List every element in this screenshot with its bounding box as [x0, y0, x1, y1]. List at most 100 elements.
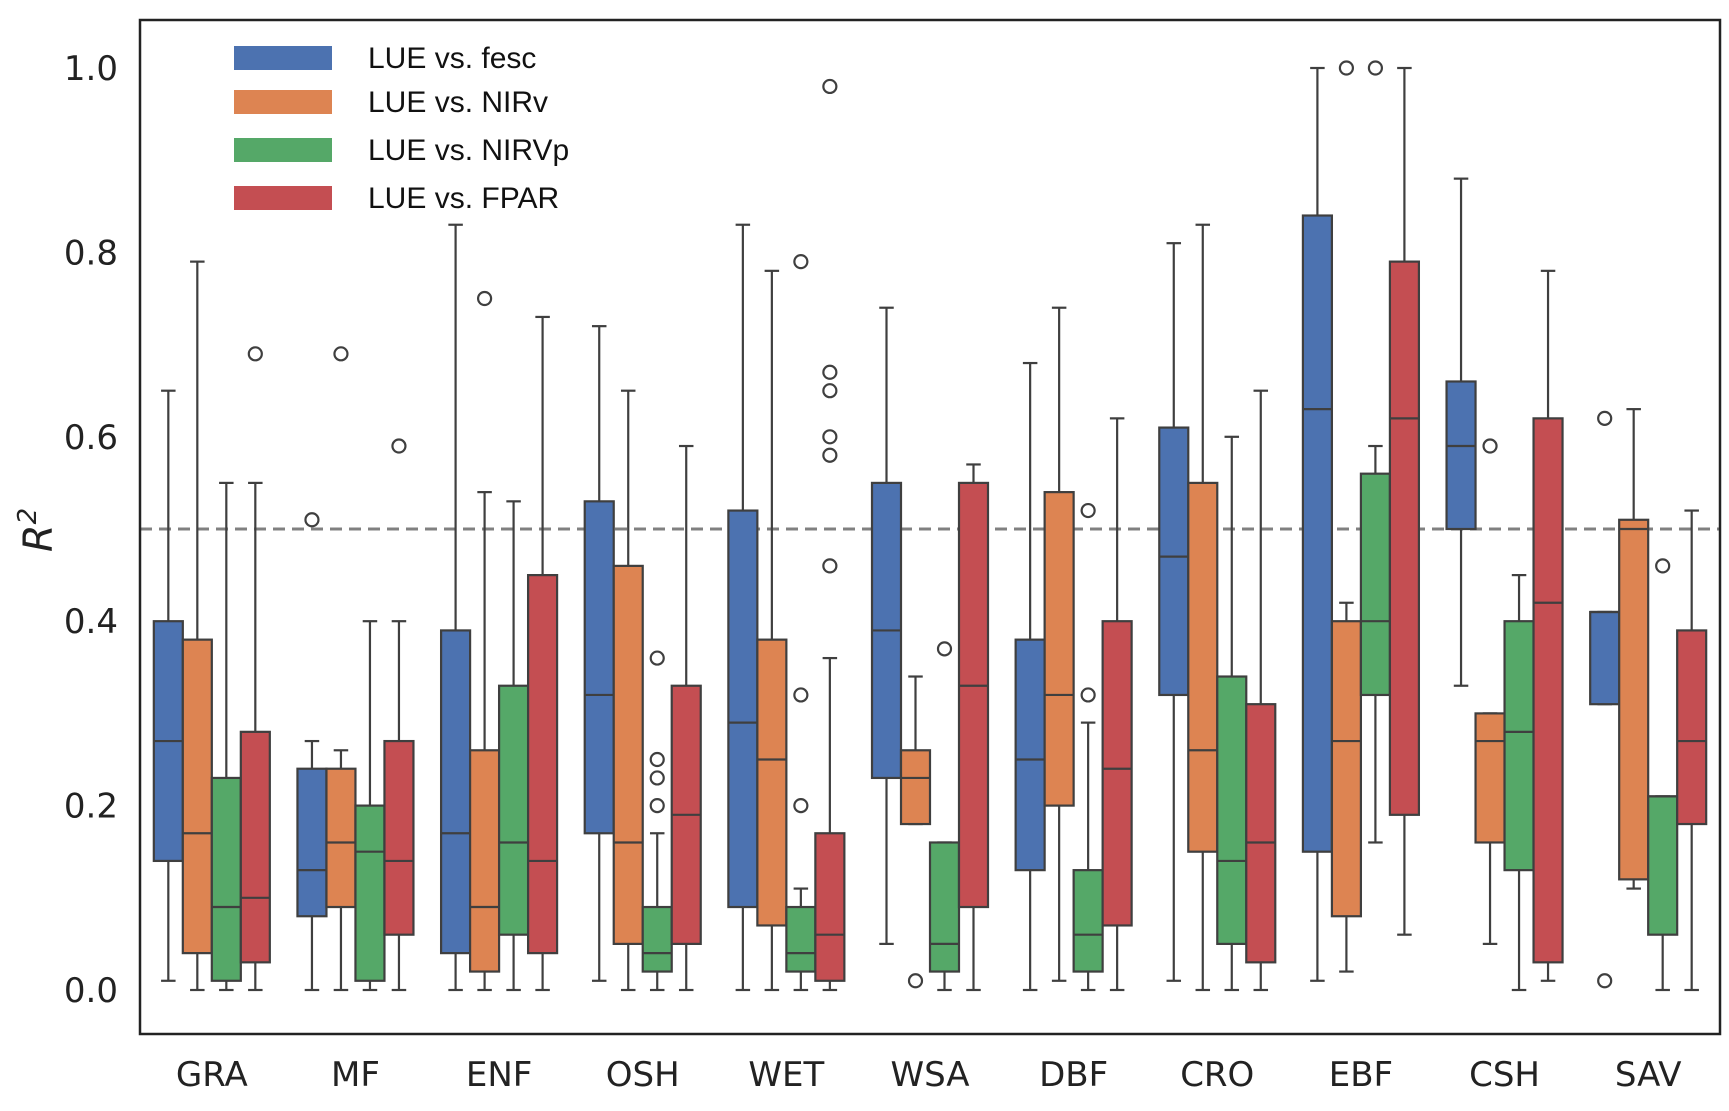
legend-label-1: LUE vs. fesc	[368, 42, 536, 75]
box-ebf-series-3	[1359, 60, 1392, 844]
legend-label-4: LUE vs. FPAR	[368, 182, 559, 215]
box-mf-series-2	[325, 346, 357, 992]
box-gra-series-4	[239, 346, 271, 992]
box-osh-series-3	[641, 650, 673, 992]
box-ebf-series-4	[1388, 66, 1421, 936]
box-sav-series-3	[1647, 558, 1679, 992]
legend-label-2: LUE vs. NIRv	[368, 86, 548, 119]
box-body	[727, 509, 759, 909]
box-wet-series-1	[727, 223, 759, 992]
box-body	[1301, 214, 1334, 853]
box-body	[583, 500, 615, 835]
box-body	[1101, 620, 1133, 927]
box-mf-series-4	[383, 438, 415, 992]
y-axis-title: R2	[13, 508, 62, 552]
box-body	[354, 804, 386, 982]
legend-label-3: LUE vs. NIRVp	[368, 134, 569, 167]
outlier-point	[247, 346, 263, 362]
box-cro-series-4	[1245, 389, 1277, 992]
box-dbf-series-2	[1043, 306, 1075, 982]
outlier-point	[822, 78, 838, 95]
box-body	[383, 739, 415, 936]
box-sav-series-1	[1589, 410, 1621, 989]
box-wet-series-4	[814, 78, 846, 992]
box-csh-series-1	[1445, 177, 1477, 687]
outlier-point	[936, 641, 953, 657]
outlier-point	[649, 797, 665, 814]
outlier-point	[391, 438, 407, 454]
box-body	[296, 767, 328, 918]
box-csh-series-4	[1532, 269, 1564, 982]
box-body	[181, 638, 213, 955]
box-body	[1503, 620, 1535, 872]
x-tick-label-csh: CSH	[1469, 1055, 1540, 1095]
box-body	[1676, 629, 1708, 826]
y-tick-label: 0.8	[64, 233, 118, 273]
box-body	[526, 573, 559, 955]
box-cro-series-1	[1158, 242, 1190, 982]
box-osh-series-4	[670, 444, 702, 992]
x-tick-label-wet: WET	[748, 1055, 824, 1095]
plot-area	[140, 60, 1720, 992]
box-body	[641, 905, 673, 973]
box-dbf-series-3	[1072, 502, 1104, 992]
box-wsa-series-4	[957, 463, 990, 992]
plot-frame	[138, 18, 1722, 1036]
outlier-point	[822, 429, 838, 445]
box-enf-series-4	[526, 315, 559, 992]
box-body	[1216, 675, 1248, 946]
box-body	[1647, 795, 1679, 936]
box-body	[957, 481, 990, 909]
box-cro-series-2	[1187, 223, 1219, 992]
box-wsa-series-1	[870, 306, 903, 946]
box-enf-series-2	[468, 290, 501, 992]
box-ebf-series-2	[1330, 60, 1363, 973]
box-body	[1445, 380, 1477, 531]
box-body	[814, 832, 846, 982]
box-gra-series-3	[210, 481, 242, 992]
box-body	[1359, 472, 1392, 697]
box-body	[928, 841, 961, 973]
x-tick-label-osh: OSH	[606, 1055, 680, 1095]
outlier-point	[907, 973, 924, 989]
box-ebf-series-1	[1301, 66, 1334, 982]
box-body	[1043, 491, 1075, 807]
box-body	[1474, 712, 1506, 844]
outlier-point	[304, 512, 320, 528]
x-tick-label-enf: ENF	[466, 1055, 532, 1095]
box-body	[439, 629, 472, 955]
outlier-point	[1655, 558, 1671, 574]
box-body	[1618, 518, 1650, 881]
outlier-point	[822, 364, 838, 380]
outlier-point	[1482, 438, 1498, 454]
outlier-point	[1080, 502, 1096, 519]
box-osh-series-2	[612, 389, 644, 992]
box-gra-series-1	[152, 389, 184, 982]
x-tick-label-gra: GRA	[176, 1055, 248, 1095]
outlier-point	[822, 558, 838, 574]
box-dbf-series-1	[1014, 361, 1046, 992]
box-dbf-series-4	[1101, 417, 1133, 992]
x-tick-label-dbf: DBF	[1039, 1055, 1108, 1095]
outlier-point	[649, 751, 665, 768]
outlier-point	[1597, 973, 1613, 989]
box-body	[468, 749, 501, 973]
x-tick-label-ebf: EBF	[1329, 1055, 1393, 1095]
y-tick-label: 0.2	[64, 787, 118, 827]
outlier-point	[793, 797, 809, 814]
box-mf-series-3	[354, 620, 386, 992]
box-wsa-series-3	[928, 641, 961, 992]
box-body	[1014, 638, 1046, 872]
outlier-point	[822, 447, 838, 463]
x-tick-label-wsa: WSA	[890, 1055, 969, 1095]
box-body	[756, 638, 788, 927]
box-body	[612, 564, 644, 945]
legend-swatch-4	[234, 186, 332, 210]
box-body	[1388, 260, 1421, 816]
outlier-point	[649, 770, 665, 786]
box-enf-series-3	[497, 500, 530, 992]
outlier-point	[476, 290, 493, 307]
box-enf-series-1	[439, 223, 472, 992]
box-body	[785, 905, 817, 973]
box-wsa-series-2	[899, 675, 932, 989]
